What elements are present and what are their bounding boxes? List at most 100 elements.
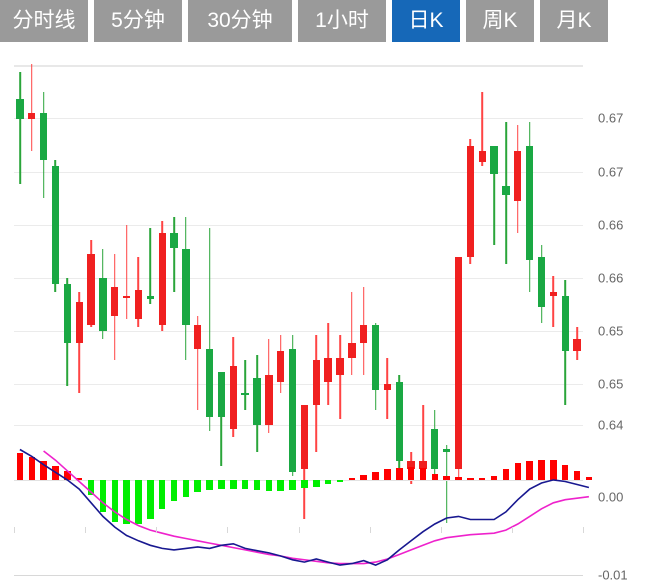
tab-3[interactable]: 1小时 bbox=[298, 0, 386, 42]
candle[interactable] bbox=[111, 60, 119, 437]
candle-body bbox=[312, 360, 320, 406]
macd-histogram-bar bbox=[182, 479, 190, 497]
macd-histogram-bar bbox=[194, 479, 201, 493]
macd-histogram-bar bbox=[478, 478, 486, 481]
macd-histogram-bar bbox=[265, 479, 273, 491]
candle-body bbox=[525, 146, 534, 261]
x-axis-tick bbox=[156, 527, 158, 533]
candle-body bbox=[75, 301, 83, 343]
candle[interactable] bbox=[288, 60, 297, 476]
price-plot-top-border bbox=[14, 65, 583, 67]
candle[interactable] bbox=[51, 60, 60, 437]
candle[interactable] bbox=[573, 60, 581, 437]
candle[interactable] bbox=[170, 60, 178, 437]
price-axis-label: 0.65 bbox=[598, 376, 624, 392]
candle[interactable] bbox=[194, 60, 202, 437]
candle[interactable] bbox=[537, 60, 546, 437]
candle-body bbox=[419, 460, 427, 469]
candle[interactable] bbox=[431, 60, 439, 476]
candle[interactable] bbox=[146, 60, 154, 437]
candle[interactable] bbox=[63, 60, 71, 437]
candle[interactable] bbox=[253, 60, 261, 453]
macd-histogram-bar bbox=[585, 476, 593, 480]
candle-body bbox=[99, 277, 107, 331]
macd-indicator-plot[interactable] bbox=[14, 448, 593, 575]
macd-histogram-bar bbox=[313, 479, 320, 487]
candle-wick bbox=[244, 360, 246, 410]
price-gridline bbox=[14, 425, 583, 426]
candle[interactable] bbox=[360, 60, 368, 437]
macd-dea-line bbox=[43, 450, 590, 565]
candle[interactable] bbox=[514, 60, 522, 437]
candle[interactable] bbox=[502, 60, 510, 437]
timeframe-tab-bar[interactable]: 分时线 5分钟 30分钟 1小时 日K 周K 月K bbox=[0, 0, 651, 48]
candle[interactable] bbox=[16, 60, 24, 437]
price-candlestick-plot[interactable] bbox=[14, 60, 583, 523]
macd-histogram-bar bbox=[28, 457, 36, 480]
candle-body bbox=[39, 113, 48, 161]
candle[interactable] bbox=[265, 60, 273, 437]
macd-histogram-bar bbox=[372, 472, 379, 480]
candle[interactable] bbox=[383, 60, 392, 437]
candle-body bbox=[300, 405, 309, 469]
candle[interactable] bbox=[217, 60, 226, 467]
candle-wick bbox=[149, 228, 152, 304]
candle[interactable] bbox=[419, 60, 427, 479]
tab-1[interactable]: 5分钟 bbox=[94, 0, 182, 42]
price-gridline bbox=[14, 172, 583, 173]
candle[interactable] bbox=[525, 60, 534, 437]
candle[interactable] bbox=[75, 60, 83, 437]
candle[interactable] bbox=[549, 60, 558, 437]
candle[interactable] bbox=[324, 60, 332, 437]
candle[interactable] bbox=[229, 60, 237, 437]
candle[interactable] bbox=[443, 60, 451, 523]
macd-histogram-bar bbox=[324, 479, 332, 484]
macd-dif-line bbox=[19, 448, 590, 566]
candle[interactable] bbox=[395, 60, 403, 479]
tab-5[interactable]: 周K bbox=[466, 0, 534, 42]
candle[interactable] bbox=[99, 60, 107, 437]
tab-6[interactable]: 月K bbox=[540, 0, 608, 42]
candle-body bbox=[288, 348, 297, 473]
tab-2[interactable]: 30分钟 bbox=[188, 0, 292, 42]
candle[interactable] bbox=[336, 60, 344, 437]
candle[interactable] bbox=[205, 60, 214, 437]
candle[interactable] bbox=[28, 60, 36, 437]
candle-wick bbox=[351, 292, 353, 375]
macd-histogram-bar bbox=[419, 467, 427, 480]
macd-histogram-bar bbox=[230, 479, 237, 490]
candle-body bbox=[170, 233, 178, 249]
candle[interactable] bbox=[122, 60, 131, 437]
candle[interactable] bbox=[277, 60, 285, 437]
candle[interactable] bbox=[158, 60, 166, 437]
candle-body bbox=[229, 366, 237, 429]
candle[interactable] bbox=[561, 60, 569, 437]
candle[interactable] bbox=[454, 60, 463, 481]
candle[interactable] bbox=[241, 60, 249, 437]
tab-4[interactable]: 日K bbox=[392, 0, 460, 42]
candle[interactable] bbox=[312, 60, 320, 453]
macd-histogram-bar bbox=[407, 467, 415, 480]
candle[interactable] bbox=[348, 60, 356, 437]
candle[interactable] bbox=[39, 60, 48, 437]
candle[interactable] bbox=[182, 60, 190, 437]
macd-histogram-bar bbox=[455, 476, 462, 480]
candle[interactable] bbox=[478, 60, 486, 437]
candle[interactable] bbox=[300, 60, 309, 520]
candle-body bbox=[360, 325, 368, 343]
candle[interactable] bbox=[134, 60, 143, 437]
candle[interactable] bbox=[407, 60, 415, 485]
candle-body bbox=[478, 150, 486, 163]
macd-histogram-bar bbox=[538, 460, 545, 480]
macd-histogram-bar bbox=[526, 460, 533, 480]
candle[interactable] bbox=[371, 60, 380, 437]
candle[interactable] bbox=[87, 60, 95, 437]
price-axis-label: 0.64 bbox=[598, 417, 624, 433]
candle-body bbox=[265, 374, 273, 426]
candle[interactable] bbox=[466, 60, 475, 437]
candle[interactable] bbox=[490, 60, 498, 437]
candle-body bbox=[443, 448, 451, 453]
macd-histogram-bar bbox=[241, 479, 249, 490]
tab-0[interactable]: 分时线 bbox=[0, 0, 88, 42]
macd-histogram-bar bbox=[64, 470, 71, 480]
